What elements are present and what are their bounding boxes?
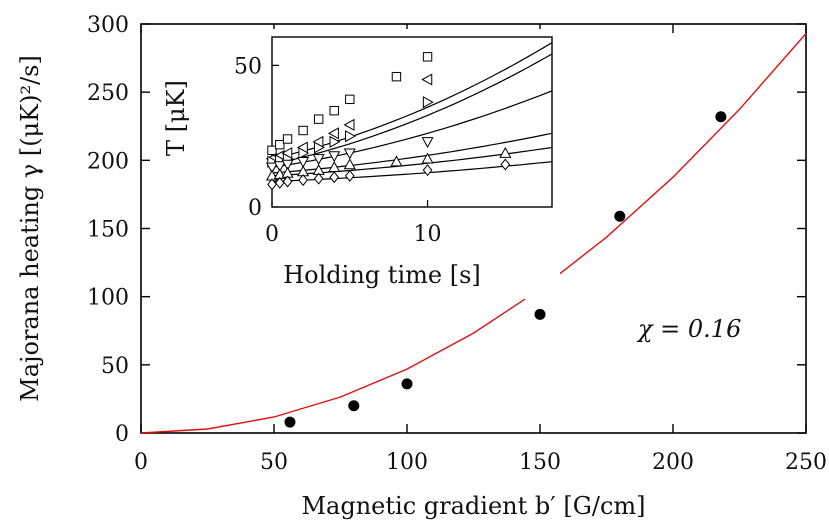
data-point (401, 378, 413, 390)
y-axis-label: Majorana heating γ [(μK)²/s] (16, 55, 44, 402)
inset-marker-triangle-left (327, 127, 339, 140)
inset-marker-diamond (422, 164, 433, 177)
fit-curve (140, 33, 807, 434)
inset-marker-triangle-up (343, 158, 356, 170)
inset-marker-triangle-down (312, 154, 325, 166)
x-tick-label: 50 (260, 450, 288, 475)
inset-y-tick-label: 50 (234, 54, 262, 79)
inset-marker-square (275, 139, 285, 150)
inset-marker-triangle-down (297, 156, 310, 168)
y-tick-label: 50 (101, 354, 129, 379)
inset-marker-diamond (313, 172, 324, 185)
inset-marker-diamond (298, 174, 308, 187)
y-tick-label: 200 (87, 149, 129, 174)
data-point (614, 210, 626, 222)
inset-marker-triangle-left (421, 73, 433, 86)
x-axis-label: Magnetic gradient b′ [G/cm] (301, 492, 645, 520)
inset-marker-diamond (329, 171, 340, 184)
inset-marker-diamond (500, 158, 511, 171)
inset-marker-triangle-left (343, 118, 355, 131)
inset-marker-square (329, 105, 339, 116)
x-tick-label: 0 (134, 450, 148, 475)
inset-marker-triangle-down (281, 159, 294, 171)
inset-marker-triangle-right (298, 147, 310, 160)
inset-x-tick-label: 0 (265, 222, 279, 247)
inset-marker-square (391, 71, 402, 82)
y-tick-label: 150 (87, 218, 129, 243)
y-tick-label: 0 (115, 422, 129, 447)
inset-marker-square (298, 125, 308, 136)
x-tick-label: 150 (519, 450, 561, 475)
inset-marker-square (345, 94, 355, 105)
inset-x-axis-label: Holding time [s] (283, 261, 481, 289)
inset-marker-square (282, 134, 293, 144)
inset-marker-square (422, 52, 433, 62)
x-tick-label: 250 (785, 450, 827, 475)
inset-marker-diamond (267, 178, 277, 191)
data-point (534, 308, 546, 320)
inset-marker-triangle-right (313, 141, 325, 154)
inset-marker-triangle-down (343, 148, 356, 160)
inset-marker-triangle-down (421, 137, 434, 149)
inset-marker-triangle-right (345, 130, 357, 143)
inset-marker-triangle-up (390, 155, 403, 167)
x-tick-label: 100 (386, 450, 428, 475)
inset-marker-diamond (274, 176, 285, 189)
y-tick-label: 100 (87, 286, 129, 311)
inset-marker-triangle-down (265, 162, 279, 174)
inset-marker-square (313, 114, 324, 124)
inset-marker-triangle-up (421, 152, 434, 164)
inset-marker-triangle-down (273, 161, 286, 173)
y-tick-label: 300 (87, 13, 129, 38)
inset-marker-triangle-up (499, 146, 512, 158)
data-point (284, 416, 296, 428)
x-tick-label: 200 (652, 450, 694, 475)
data-point (348, 400, 360, 412)
inset-y-tick-label: 0 (248, 196, 262, 221)
inset-fit-curve (272, 53, 552, 166)
inset-marker-triangle-right (422, 96, 434, 109)
chi-annotation: χ = 0.16 (636, 315, 741, 343)
y-tick-label: 250 (87, 81, 129, 106)
inset-marker-diamond (282, 175, 293, 188)
inset-marker-triangle-down (328, 151, 341, 163)
inset-marker-square (267, 145, 277, 156)
inset-marker-triangle-right (329, 135, 341, 148)
inset-frame (271, 36, 553, 208)
inset-x-tick-label: 10 (414, 222, 442, 247)
inset-background (202, 29, 560, 299)
inset-marker-diamond (344, 169, 355, 182)
inset-y-axis-label: T [μK] (162, 80, 190, 156)
data-point (715, 111, 727, 123)
